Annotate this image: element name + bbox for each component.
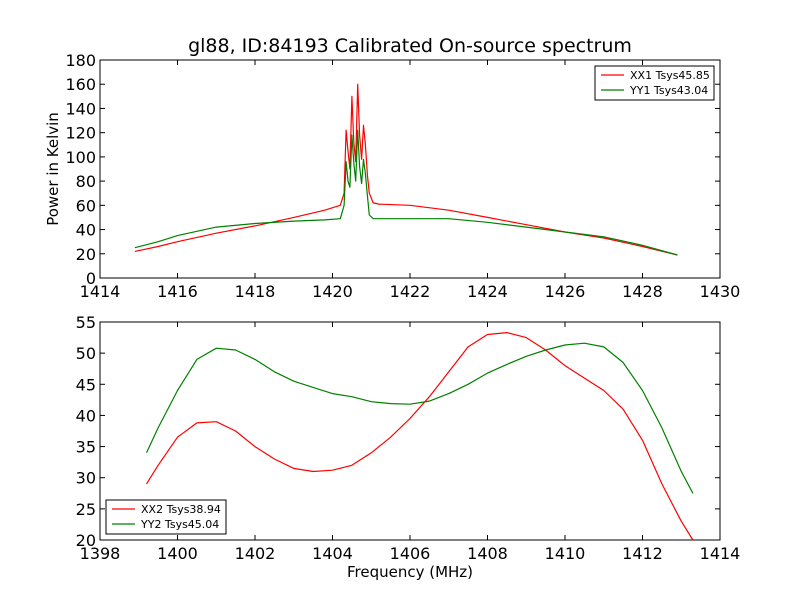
bottom-y-tick-label: 20 xyxy=(76,531,96,550)
top-x-tick-label: 1424 xyxy=(467,282,508,301)
bottom-y-axis: 20 25 30 35 40 45 50 55 xyxy=(76,313,720,550)
chart-title: gl88, ID:84193 Calibrated On-source spec… xyxy=(188,35,632,57)
top-y-axis-label: Power in Kelvin xyxy=(44,112,62,226)
bottom-x-tick-label: 1398 xyxy=(80,544,121,563)
bottom-panel: 1398 1400 1402 1404 1406 1408 1410 1412 1414 202… xyxy=(76,313,741,581)
top-y-axis: 0 20 40 60 80 100 120 140 160 180 xyxy=(65,51,720,288)
bottom-y-tick-label: 55 xyxy=(76,313,96,332)
top-y-tick-label: 120 xyxy=(65,124,96,143)
bottom-series-line-1 xyxy=(145,332,694,541)
top-x-axis: 1414 1416 1418 1420 1422 1424 1426 1428 1430 xyxy=(80,60,741,301)
top-legend-label-1: XX1 Tsys45.85 xyxy=(630,69,710,82)
bottom-legend-box xyxy=(105,499,227,535)
top-y-tick-label: 40 xyxy=(76,221,96,240)
bottom-y-tick-label: 40 xyxy=(76,406,96,425)
bottom-x-tick-label: 1414 xyxy=(700,544,741,563)
bottom-legend-label-2: YY2 Tsys45.04 xyxy=(140,518,219,531)
bottom-series-group xyxy=(145,332,694,541)
top-y-tick-label: 140 xyxy=(65,99,96,118)
bottom-y-tick-label: 25 xyxy=(76,500,96,519)
top-x-tick-label: 1430 xyxy=(700,282,741,301)
top-y-tick-label: 160 xyxy=(65,75,96,94)
top-panel: gl88, ID:84193 Calibrated On-source spec… xyxy=(44,35,740,301)
top-x-tick-label: 1418 xyxy=(235,282,276,301)
top-y-tick-label: 100 xyxy=(65,148,96,167)
top-y-tick-label: 180 xyxy=(65,51,96,70)
top-legend-box xyxy=(594,65,715,101)
bottom-y-tick-label: 35 xyxy=(76,438,96,457)
bottom-x-tick-label: 1400 xyxy=(157,544,198,563)
bottom-x-tick-label: 1406 xyxy=(390,544,431,563)
top-x-tick-label: 1416 xyxy=(157,282,198,301)
top-x-tick-label: 1428 xyxy=(622,282,663,301)
top-legend: XX1 Tsys45.85 YY1 Tsys43.04 xyxy=(594,65,715,101)
top-x-tick-label: 1422 xyxy=(390,282,431,301)
bottom-x-tick-label: 1402 xyxy=(235,544,276,563)
top-y-tick-label: 60 xyxy=(76,196,96,215)
top-x-tick-label: 1420 xyxy=(312,282,353,301)
top-legend-label-2: YY1 Tsys43.04 xyxy=(629,84,708,97)
bottom-x-tick-label: 1404 xyxy=(312,544,353,563)
top-x-tick-label: 1426 xyxy=(545,282,586,301)
bottom-y-tick-label: 30 xyxy=(76,469,96,488)
bottom-series-line-2 xyxy=(145,342,694,494)
bottom-legend: XX2 Tsys38.94 YY2 Tsys45.04 xyxy=(105,499,227,535)
top-y-tick-label: 20 xyxy=(76,245,96,264)
top-series-line-1 xyxy=(134,83,678,256)
bottom-x-axis: 1398 1400 1402 1404 1406 1408 1410 1412 1414 xyxy=(80,322,741,563)
bottom-y-tick-label: 50 xyxy=(76,344,96,363)
top-x-tick-label: 1414 xyxy=(80,282,121,301)
bottom-x-tick-label: 1408 xyxy=(467,544,508,563)
top-series-line-2 xyxy=(134,129,678,256)
bottom-legend-label-1: XX2 Tsys38.94 xyxy=(141,503,221,516)
top-y-tick-label: 0 xyxy=(86,269,96,288)
bottom-y-tick-label: 45 xyxy=(76,375,96,394)
bottom-x-tick-label: 1412 xyxy=(622,544,663,563)
bottom-x-axis-label: Frequency (MHz) xyxy=(347,563,473,581)
top-y-tick-label: 80 xyxy=(76,172,96,191)
bottom-x-tick-label: 1410 xyxy=(545,544,586,563)
top-series-group xyxy=(134,83,678,256)
